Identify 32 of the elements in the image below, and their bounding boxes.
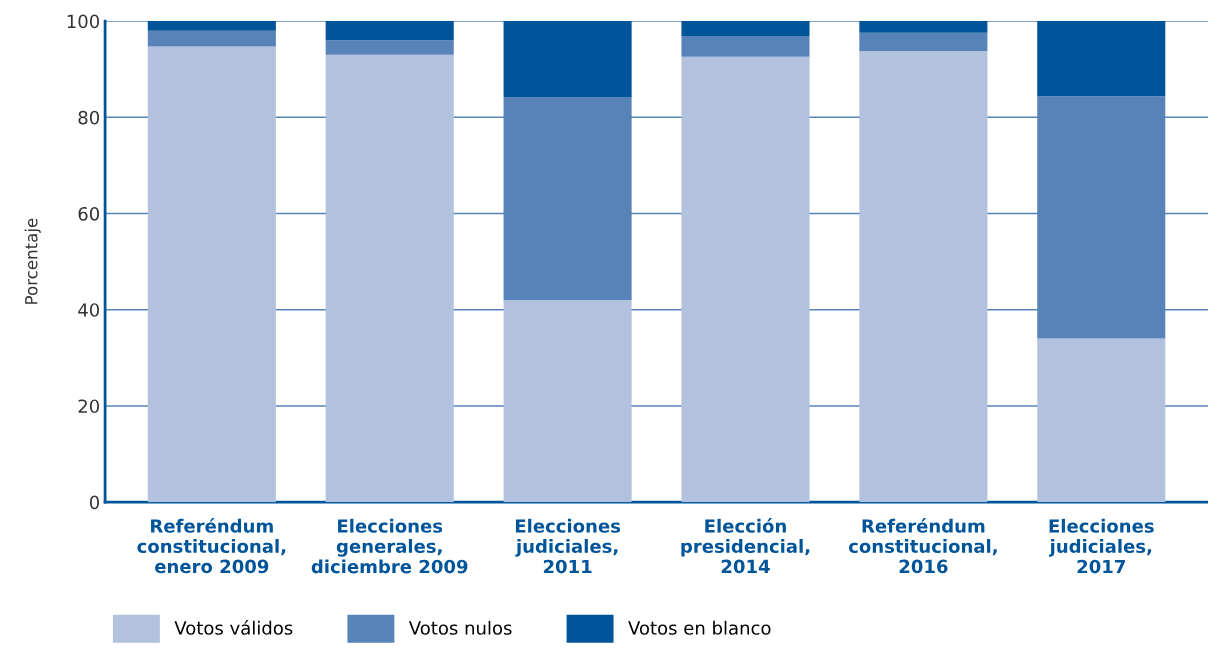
bar: [325, 21, 454, 41]
y-tick-label: 60: [78, 206, 100, 221]
bar: [681, 56, 810, 503]
bar: [147, 21, 276, 31]
bar: [325, 54, 454, 503]
bar: [147, 30, 276, 47]
y-tick-label: 80: [78, 110, 100, 125]
y-axis-title: Porcentaje: [24, 218, 41, 304]
x-tick-label: Referéndum constitucional, 2016: [848, 518, 997, 574]
x-tick-label: Elecciones generales, diciembre 2009: [311, 518, 468, 574]
x-tick-label: Elecciones judiciales, 2017: [1049, 518, 1154, 574]
bar: [325, 40, 454, 55]
bar: [147, 46, 276, 503]
bar: [859, 32, 988, 51]
y-tick-label: 20: [78, 399, 100, 414]
x-tick-label: Referéndum constitucional, enero 2009: [137, 518, 286, 574]
bar: [503, 21, 632, 98]
bar: [859, 21, 988, 33]
legend-label: Votos nulos: [408, 620, 512, 635]
y-tick-label: 40: [78, 303, 100, 317]
legend-label: Votos válidos: [174, 620, 293, 635]
x-tick-label: Elecciones judiciales, 2011: [515, 518, 621, 574]
y-tick-label: 0: [89, 495, 100, 510]
bar: [503, 300, 632, 503]
y-tick-label: 100: [67, 14, 100, 29]
bar: [859, 50, 988, 503]
legend-label: Votos en blanco: [628, 620, 771, 635]
x-tick-label: Elección presidencial, 2014: [681, 518, 810, 574]
bar: [1037, 21, 1166, 97]
bar: [681, 36, 810, 57]
bar: [1037, 338, 1166, 503]
bar: [681, 21, 810, 36]
